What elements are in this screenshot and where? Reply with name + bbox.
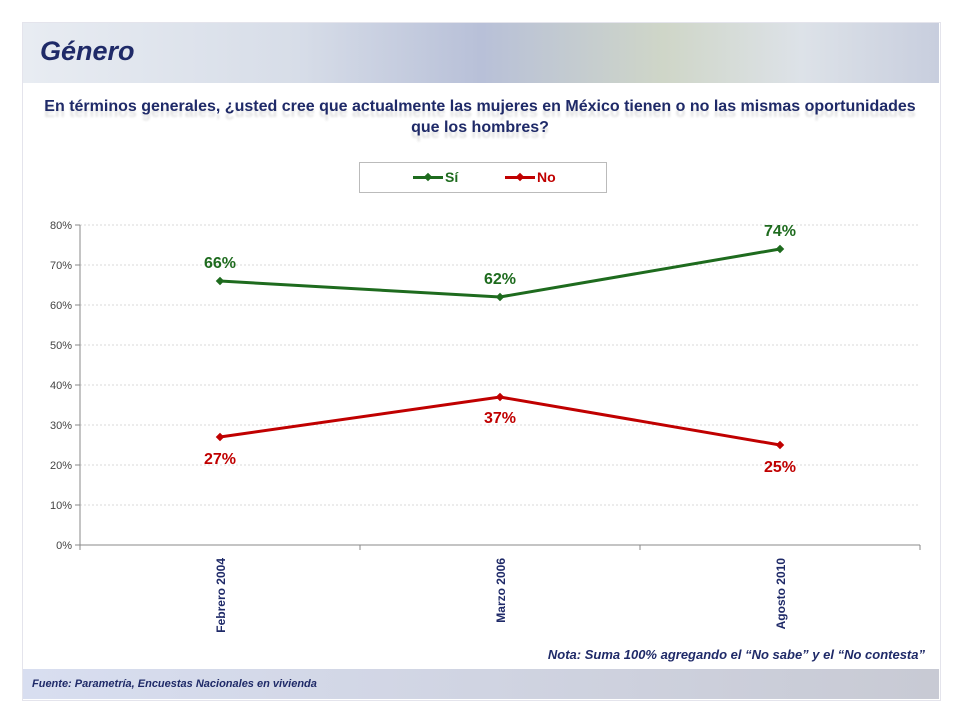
- legend-label: Sí: [445, 169, 459, 185]
- data-point: [775, 244, 785, 254]
- data-point: [495, 392, 505, 402]
- y-tick-label: 40%: [50, 380, 72, 392]
- footer-bar: [23, 669, 939, 699]
- data-label: 74%: [764, 223, 796, 240]
- y-tick-label: 80%: [50, 220, 72, 232]
- y-tick-label: 30%: [50, 420, 72, 432]
- data-label: 66%: [204, 255, 236, 272]
- y-tick-label: 50%: [50, 340, 72, 352]
- y-tick-label: 60%: [50, 300, 72, 312]
- y-tick-label: 10%: [50, 500, 72, 512]
- legend-item-si: Sí: [413, 169, 458, 185]
- data-label: 25%: [764, 459, 796, 476]
- data-label: 27%: [204, 451, 236, 468]
- page-title: Género: [40, 36, 135, 66]
- chart-title: En términos generales, ¿usted cree que a…: [44, 98, 916, 136]
- data-label: 37%: [484, 410, 516, 427]
- source: Fuente: Parametría, Encuestas Nacionales…: [32, 678, 317, 690]
- note: Nota: Suma 100% agregando el “No sabe” y…: [547, 647, 925, 662]
- data-label: 62%: [484, 271, 516, 288]
- x-tick-label: Agosto 2010: [774, 558, 788, 630]
- data-point: [215, 432, 225, 442]
- data-point: [495, 292, 505, 302]
- y-tick-label: 0%: [56, 540, 72, 552]
- legend-marker-icon: [505, 175, 535, 179]
- data-point: [775, 440, 785, 450]
- legend-label: No: [537, 169, 556, 185]
- data-point: [215, 276, 225, 286]
- x-tick-label: Febrero 2004: [214, 558, 228, 633]
- slide-frame: [22, 22, 941, 701]
- y-tick-label: 20%: [50, 460, 72, 472]
- x-tick-label: Marzo 2006: [494, 558, 508, 623]
- legend-item-no: No: [505, 169, 556, 185]
- header-banner: [23, 23, 939, 83]
- legend-marker-icon: [413, 175, 443, 179]
- y-tick-label: 70%: [50, 260, 72, 272]
- legend: Sí No: [359, 162, 607, 193]
